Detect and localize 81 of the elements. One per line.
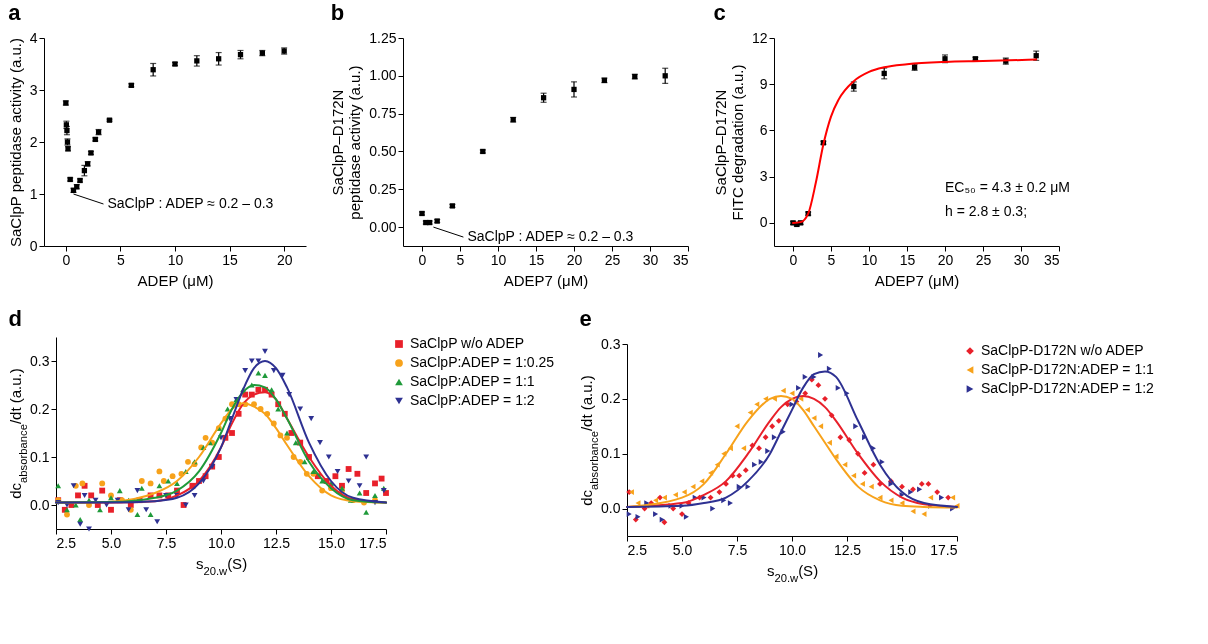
y-tick-label: 2: [29, 133, 38, 150]
legend-label: SaClpP-D172N w/o ADEP: [981, 342, 1144, 358]
y-tick-label: 12: [751, 29, 768, 46]
x-axis-title: ADEP7 (μM): [503, 271, 589, 289]
y-tick-label: 0.1: [30, 448, 50, 465]
y-tick-label: 9: [759, 75, 768, 92]
x-tick-label: 15: [528, 251, 545, 268]
x-tick-label: 7.5: [727, 541, 748, 558]
x-tick-label: 15: [899, 251, 916, 268]
x-tick-label: 5: [456, 251, 465, 268]
y-tick-label: 0.25: [369, 180, 397, 197]
y-tick-label: 0.0: [601, 500, 621, 517]
x-tick-label: 15: [222, 251, 239, 268]
x-tick-label: 30: [642, 251, 659, 268]
x-tick-label: 12.5: [833, 541, 862, 558]
y-axis-title: SaClpP–D172N peptidase activity (a.u.): [329, 65, 364, 220]
x-tick-label: 10.0: [778, 541, 807, 558]
legend-label: SaClpP:ADEP = 1:2: [410, 392, 535, 408]
x-tick-label: 10: [490, 251, 507, 268]
annotation: SaClpP : ADEP ≈ 0.2 – 0.3: [467, 228, 634, 245]
x-tick-label: 10: [167, 251, 184, 268]
y-tick-label: 0.50: [369, 142, 397, 159]
y-tick-label: 0.3: [601, 335, 621, 352]
y-tick-label: 1.00: [369, 67, 397, 84]
x-tick-label: 5: [117, 251, 126, 268]
y-tick-label: 6: [759, 121, 768, 138]
y-tick-label: 0.00: [369, 218, 397, 235]
x-tick-label: 15.0: [888, 541, 917, 558]
legend-label: SaClpP-D172N:ADEP = 1:1: [981, 361, 1155, 377]
annotation: h = 2.8 ± 0.3;: [945, 202, 1028, 219]
legend-label: SaClpP w/o ADEP: [410, 335, 525, 351]
y-tick-label: 1.25: [369, 29, 397, 46]
x-tick-label: 7.5: [156, 534, 177, 551]
y-tick-label: 0.2: [601, 390, 621, 407]
x-tick-label: 25: [975, 251, 992, 268]
legend-label: SaClpP-D172N:ADEP = 1:2: [981, 380, 1155, 396]
x-tick-label: 25: [604, 251, 621, 268]
y-tick-label: 0: [29, 237, 38, 254]
y-tick-label: 3: [759, 168, 768, 185]
x-tick-label: 2.5: [56, 534, 77, 551]
y-tick-label: 4: [29, 29, 38, 46]
x-tick-label: 20: [937, 251, 954, 268]
y-axis-title: SaClpP peptidase activity (a.u.): [6, 38, 24, 247]
annotation: EC₅₀ = 4.3 ± 0.2 μM: [945, 178, 1070, 195]
y-tick-label: 0.1: [601, 445, 621, 462]
x-tick-label: 12.5: [262, 534, 291, 551]
y-tick-label: 1: [29, 185, 38, 202]
x-tick-label: 30: [1013, 251, 1030, 268]
chart-title: a: [8, 0, 22, 25]
x-tick-label: 2.5: [627, 541, 648, 558]
x-tick-label: 0: [418, 251, 427, 268]
x-tick-label: 20: [566, 251, 583, 268]
x-tick-label: 20: [276, 251, 293, 268]
chart-title: d: [8, 306, 22, 331]
x-tick-label: 5.0: [672, 541, 693, 558]
y-tick-label: 3: [29, 81, 38, 98]
y-tick-label: 0.75: [369, 105, 397, 122]
x-tick-label: 0: [789, 251, 798, 268]
x-tick-label: 35: [672, 251, 689, 268]
y-axis-title: SaClpP–D172N FITC degradation (a.u.): [711, 64, 746, 221]
x-tick-label: 15.0: [317, 534, 346, 551]
legend-label: SaClpP:ADEP = 1:1: [410, 373, 535, 389]
x-tick-label: 5.0: [101, 534, 122, 551]
chart-title: e: [579, 306, 592, 331]
y-tick-label: 0.2: [30, 400, 50, 417]
x-tick-label: 10: [861, 251, 878, 268]
y-tick-label: 0: [759, 214, 768, 231]
x-tick-label: 0: [62, 251, 71, 268]
x-tick-label: 17.5: [359, 534, 387, 551]
annotation: SaClpP : ADEP ≈ 0.2 – 0.3: [107, 195, 274, 211]
y-tick-label: 0.0: [30, 496, 50, 513]
chart-title: c: [713, 0, 726, 25]
y-tick-label: 0.3: [30, 352, 50, 369]
x-axis-title: ADEP7 (μM): [874, 271, 960, 289]
x-tick-label: 17.5: [930, 541, 958, 558]
legend-label: SaClpP:ADEP = 1:0.25: [410, 354, 555, 370]
chart-title: b: [330, 0, 345, 25]
x-tick-label: 35: [1043, 251, 1060, 268]
x-tick-label: 10.0: [207, 534, 236, 551]
x-tick-label: 5: [827, 251, 836, 268]
x-axis-title: ADEP (μM): [137, 271, 214, 289]
